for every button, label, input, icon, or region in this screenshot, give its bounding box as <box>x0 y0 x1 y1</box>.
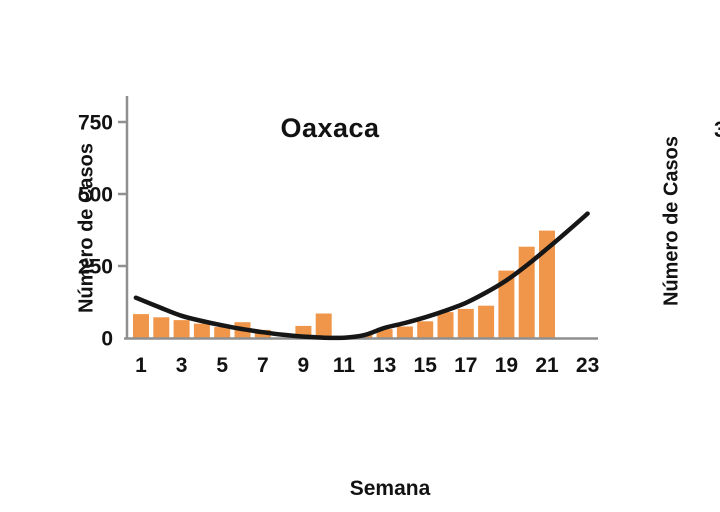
x-tick-label-17: 17 <box>454 354 477 377</box>
x-tick-label-13: 13 <box>373 354 396 377</box>
bar-week-16 <box>437 312 454 338</box>
x-tick-label-23: 23 <box>576 354 599 377</box>
x-axis-label: Semana <box>349 477 431 500</box>
x-tick-label-21: 21 <box>535 354 559 377</box>
bar-week-5 <box>214 327 231 338</box>
x-tick-label-11: 11 <box>333 354 356 377</box>
y-tick-label-250: 250 <box>78 256 113 279</box>
x-tick-label-7: 7 <box>257 354 269 377</box>
bar-week-14 <box>396 326 413 338</box>
trend-curve <box>133 211 590 341</box>
x-tick-label-1: 1 <box>135 354 147 377</box>
chart-title: Oaxaca <box>280 113 380 143</box>
bar-week-21 <box>539 230 555 338</box>
x-tick-label-5: 5 <box>216 354 228 377</box>
clipped-right-panel-fragment: 3 <box>714 117 720 143</box>
x-tick-label-15: 15 <box>414 354 438 377</box>
bar-week-17 <box>457 308 474 338</box>
bar-week-18 <box>478 305 495 338</box>
bar-week-13 <box>376 329 393 338</box>
y-tick-label-750: 750 <box>78 112 113 135</box>
bar-week-10 <box>315 313 332 338</box>
bar-week-4 <box>193 323 210 338</box>
bar-week-2 <box>153 317 170 338</box>
bar-week-3 <box>173 320 190 338</box>
x-tick-label-9: 9 <box>298 354 310 377</box>
bar-week-19 <box>498 270 515 338</box>
x-tick-label-3: 3 <box>176 354 188 377</box>
y-tick-label-0: 0 <box>101 328 113 351</box>
bar-week-1 <box>133 314 149 338</box>
bar-week-15 <box>417 321 434 338</box>
y-tick-label-500: 500 <box>78 184 113 207</box>
x-tick-label-19: 19 <box>495 354 518 377</box>
